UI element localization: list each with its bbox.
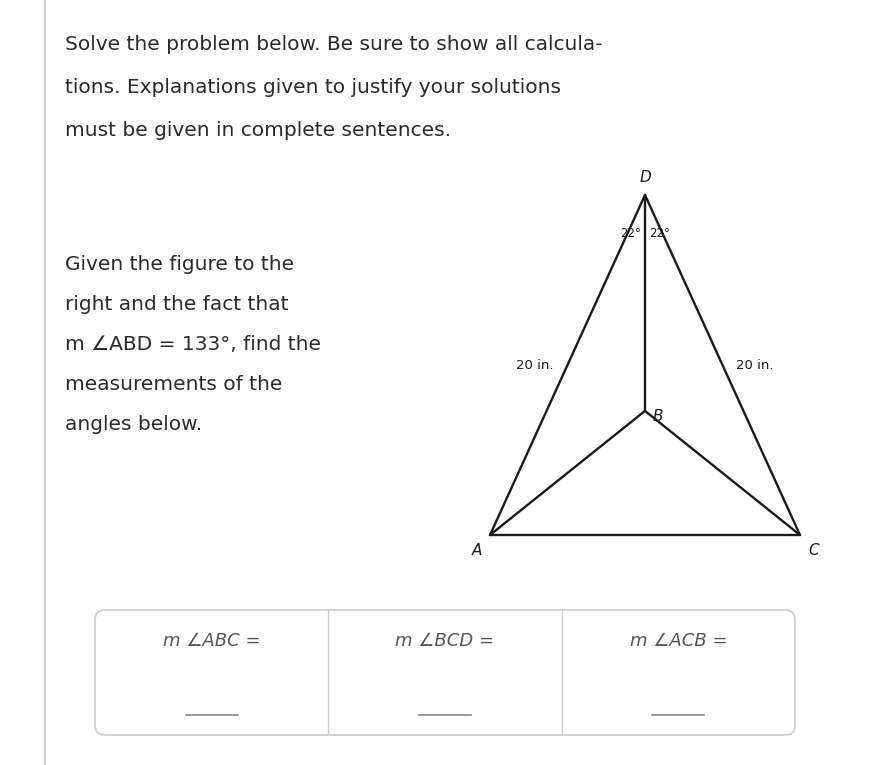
Text: Solve the problem below. Be sure to show all calcula-: Solve the problem below. Be sure to show… — [65, 35, 601, 54]
FancyBboxPatch shape — [95, 610, 794, 735]
Text: m ∠ABD = 133°, find the: m ∠ABD = 133°, find the — [65, 335, 320, 354]
Text: B: B — [652, 409, 663, 424]
Text: m ∠BCD =: m ∠BCD = — [395, 632, 494, 650]
Text: must be given in complete sentences.: must be given in complete sentences. — [65, 121, 450, 140]
Text: A: A — [471, 543, 481, 558]
Text: 20 in.: 20 in. — [736, 359, 774, 372]
Text: tions. Explanations given to justify your solutions: tions. Explanations given to justify you… — [65, 78, 560, 97]
Text: 22°: 22° — [648, 227, 669, 240]
Text: m ∠ACB =: m ∠ACB = — [629, 632, 726, 650]
Text: D: D — [638, 170, 650, 185]
Text: angles below.: angles below. — [65, 415, 202, 434]
Text: right and the fact that: right and the fact that — [65, 295, 288, 314]
Text: m ∠ABC =: m ∠ABC = — [162, 632, 260, 650]
Text: measurements of the: measurements of the — [65, 375, 282, 394]
Text: 22°: 22° — [619, 227, 640, 240]
Text: 20 in.: 20 in. — [515, 359, 553, 372]
Text: C: C — [807, 543, 817, 558]
Text: Given the figure to the: Given the figure to the — [65, 255, 294, 274]
